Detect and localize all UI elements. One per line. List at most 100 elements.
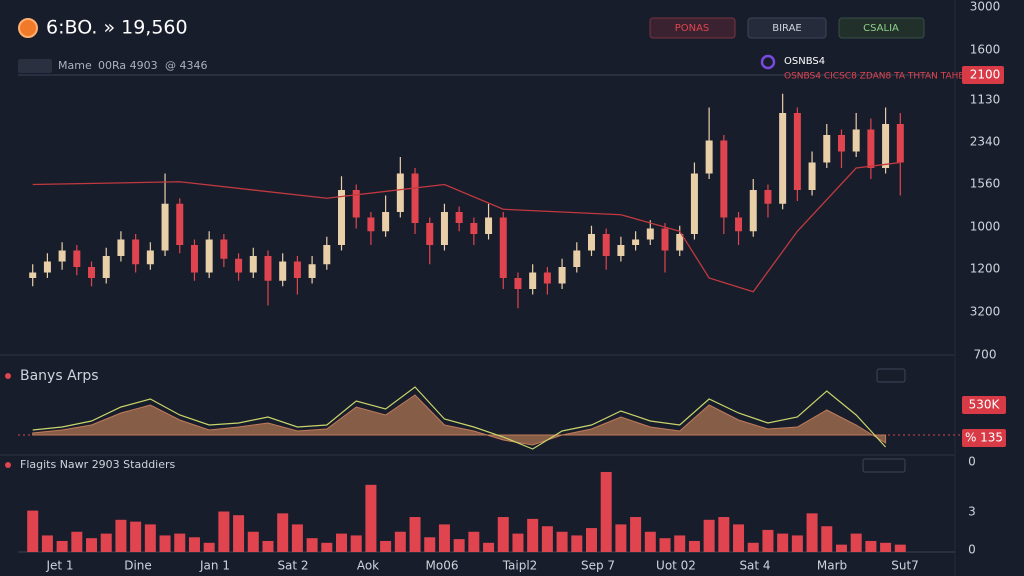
candle-body — [896, 124, 904, 163]
price-label: 3000 — [970, 0, 1001, 14]
volume-bar — [159, 535, 171, 552]
toolbar-item[interactable]: 00Ra 4903 — [98, 59, 158, 72]
candle-body — [73, 250, 81, 267]
volume-bar — [850, 533, 862, 552]
price-tag — [962, 66, 1004, 84]
time-label: Aok — [357, 559, 379, 573]
price-label: 1000 — [970, 220, 1001, 234]
candle-body — [426, 223, 434, 245]
candle-body — [264, 256, 272, 281]
volume-bar — [174, 533, 186, 552]
toolbar-box[interactable] — [18, 59, 52, 73]
candle-body — [661, 228, 669, 251]
candle-body — [676, 234, 684, 251]
candle-body — [308, 264, 316, 278]
time-label: Marb — [817, 559, 847, 573]
volume-bar — [130, 521, 142, 552]
price-label: 1600 — [970, 43, 1001, 57]
volume-axis-label: 3 — [968, 505, 976, 519]
candle-body — [852, 129, 860, 152]
volume-bar — [56, 540, 68, 552]
volume-bar — [483, 542, 495, 552]
volume-bar — [541, 526, 553, 552]
volume-bar — [600, 471, 612, 552]
candle-body — [646, 228, 654, 240]
volume-bar — [321, 542, 333, 552]
volume-bar — [703, 519, 715, 552]
volume-bar — [821, 526, 833, 552]
candle-body — [220, 239, 228, 259]
candle-body — [837, 135, 845, 152]
candle-body — [132, 239, 140, 265]
candle-body — [543, 272, 551, 284]
time-label: Sat 4 — [739, 559, 770, 573]
candle-body — [808, 162, 816, 190]
dot — [5, 373, 11, 379]
volume-bar — [806, 513, 818, 552]
time-label: Sep 7 — [581, 559, 615, 573]
candle-body — [58, 250, 66, 262]
panel-control[interactable] — [862, 458, 906, 473]
volume-bar — [218, 511, 230, 552]
price-label: 1560 — [970, 177, 1001, 191]
time-label: Sut7 — [891, 559, 919, 573]
volume-bar — [674, 535, 686, 552]
candle-body — [749, 190, 757, 232]
volume-bar — [659, 538, 671, 552]
toolbar-item[interactable]: @ 4346 — [165, 59, 208, 72]
button[interactable] — [747, 17, 827, 39]
symbol-icon — [18, 18, 38, 38]
candle-body — [146, 250, 154, 265]
button-label[interactable]: CSALIA — [863, 23, 899, 34]
volume-bar — [468, 531, 480, 552]
volume-bar — [718, 517, 730, 552]
panel-control[interactable] — [876, 368, 906, 383]
candle-body — [793, 113, 801, 190]
candle-body — [558, 267, 566, 284]
price-label: 2100 — [970, 68, 1001, 82]
symbol: 6:BO. » 19,560 — [46, 17, 188, 39]
volume-bar — [438, 524, 450, 552]
volume-bar — [394, 531, 406, 552]
candle-body — [455, 212, 463, 223]
volume-bar — [291, 524, 303, 552]
volume-bar — [527, 518, 539, 552]
candle-body — [632, 239, 640, 245]
candle-body — [705, 140, 713, 174]
price-label: 700 — [974, 348, 997, 362]
candle-body — [411, 173, 419, 223]
volume-bar — [247, 531, 259, 552]
time-label: Dine — [124, 559, 152, 573]
legend-icon — [760, 54, 776, 70]
indicator-area — [32, 394, 887, 446]
candle-body — [529, 272, 537, 289]
volume-bar — [571, 535, 583, 552]
volume-bar — [100, 533, 112, 552]
volume-bar — [777, 533, 789, 552]
volume-bar — [630, 517, 642, 552]
volume-bar — [512, 533, 524, 552]
indicator-line — [32, 386, 887, 450]
volume-bar — [336, 533, 348, 552]
legend-sub: OSNBS4 CICSC8 ZDAN8 TA THTAN TAHE — [784, 72, 964, 82]
candle-body — [293, 261, 301, 278]
volume-bar — [27, 510, 39, 552]
value-tag-label: 530K — [969, 398, 1001, 412]
time-label: Uot 02 — [656, 559, 696, 573]
button[interactable] — [838, 17, 925, 39]
volume-bar — [188, 537, 200, 552]
volume-bar — [644, 531, 656, 552]
candle-body — [882, 124, 890, 168]
volume-bar — [86, 538, 98, 552]
volume-bar — [615, 524, 627, 552]
volume-bar — [585, 528, 597, 552]
toolbar-item[interactable]: Mame — [58, 59, 92, 72]
volume-bar — [262, 540, 274, 552]
button-label[interactable]: BIRAE — [772, 23, 802, 34]
volume-bar — [791, 535, 803, 552]
button[interactable] — [649, 17, 736, 39]
button-label[interactable]: PONAS — [675, 23, 710, 34]
volume-axis-label: 0 — [968, 543, 976, 557]
